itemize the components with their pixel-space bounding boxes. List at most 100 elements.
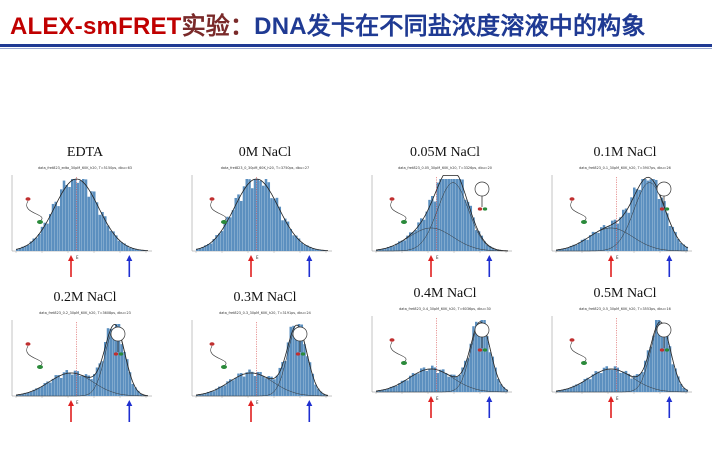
histogram-bar	[281, 220, 284, 251]
acceptor-dye-icon	[659, 207, 665, 211]
histogram-bar	[597, 232, 600, 251]
histogram-bar	[677, 238, 680, 251]
histogram-bar	[411, 373, 415, 392]
histogram-bar	[444, 372, 448, 392]
histogram-bar	[16, 249, 19, 251]
histogram-bar	[677, 376, 680, 392]
plot-subtitle: data_fret823_edta_30pM_60K_h20, T=5150ps…	[38, 166, 132, 170]
e-axis-label: E	[616, 255, 619, 260]
component-curve-high	[16, 327, 149, 397]
histogram-bar	[657, 320, 661, 392]
histogram-bar	[384, 389, 387, 392]
component-curve-low	[195, 372, 328, 397]
histogram-bar	[322, 250, 326, 251]
histogram-bar	[486, 244, 489, 251]
histogram-bar	[480, 235, 484, 251]
histogram-bar	[600, 373, 603, 392]
histogram-bar	[583, 238, 587, 251]
histogram-bar	[223, 385, 227, 396]
histogram-bar	[608, 369, 611, 392]
histogram-bar	[256, 371, 260, 396]
histogram-bar	[62, 372, 66, 396]
histogram-bar	[567, 388, 570, 392]
fret-panel-0-2m: 0.2M NaCl data_fret823_0.2_30pM_60K_h20, …	[0, 290, 170, 426]
histogram-bar	[411, 232, 415, 251]
histogram-bar	[204, 393, 207, 396]
dna-strand	[26, 200, 43, 222]
histogram-bar	[273, 198, 276, 251]
histogram-bar	[117, 324, 121, 396]
acceptor-dye-icon	[569, 197, 575, 201]
histogram-bar	[38, 388, 41, 396]
dna-cartoon	[389, 322, 490, 365]
histogram-plot: data_fret823_0.1_30pM_60K_h20, T=3907ps,…	[551, 166, 692, 277]
histogram-bar	[420, 368, 423, 392]
histogram-bar	[505, 389, 508, 392]
histogram-bar	[428, 199, 431, 251]
histogram-bar	[278, 206, 282, 251]
histogram-bar	[137, 390, 140, 396]
histogram-bar	[586, 239, 589, 251]
histogram-bar	[638, 189, 642, 251]
histogram-bar	[29, 241, 33, 251]
histogram-bar	[275, 197, 279, 251]
e-axis-label: E	[256, 400, 259, 405]
slide-title: ALEX-smFRET实验：DNA发卡在不同盐浓度溶液中的构象	[10, 6, 646, 41]
histogram-bar	[499, 384, 503, 392]
histogram-bar	[580, 239, 584, 251]
hairpin-loop-icon	[656, 181, 672, 197]
histogram-bar	[93, 191, 96, 251]
panel-title: 0.1M NaCl	[593, 145, 657, 160]
histogram-bar	[120, 242, 124, 251]
acceptor-dye-icon	[477, 207, 483, 211]
histogram-bar	[226, 381, 229, 396]
histogram-bar	[431, 365, 434, 392]
histogram-bar	[204, 245, 207, 251]
title-underline-thin	[0, 48, 712, 49]
histogram-bar	[455, 179, 459, 251]
histogram-bar	[218, 386, 221, 396]
histogram-bar	[292, 325, 295, 396]
histogram-plot: data_fret823_0.05_30pM_60K_h20, T=3326ps…	[371, 166, 512, 277]
dna-cartoon	[389, 181, 490, 224]
fret-panel-0-05m: 0.05M NaCl data_fret823_0.05_30pM_60K_h20…	[360, 145, 530, 281]
component-curve-low	[555, 368, 688, 393]
histogram-bar	[201, 394, 205, 396]
histogram-bar	[685, 389, 688, 392]
histogram-bar	[403, 240, 407, 251]
histogram-bar	[494, 249, 497, 251]
histogram-bar	[223, 222, 227, 251]
histogram-bar	[461, 367, 464, 392]
histogram-bar	[18, 394, 22, 396]
e-axis-label: E	[76, 400, 79, 405]
histogram-bar	[248, 179, 251, 251]
histogram-bar	[109, 230, 113, 251]
histogram-bar	[256, 179, 260, 251]
low-fret-arrowhead-icon	[68, 400, 74, 406]
histogram-bar	[198, 248, 202, 251]
histogram-bar	[101, 212, 104, 251]
histogram-bar	[267, 376, 271, 396]
histogram-bar	[242, 376, 246, 396]
histogram-bar	[137, 249, 140, 251]
histogram-bar	[668, 225, 672, 251]
histogram-bar	[450, 179, 453, 251]
histogram-bar	[638, 374, 642, 392]
histogram-bar	[267, 182, 271, 251]
histogram-bar	[414, 230, 418, 251]
histogram-bar	[142, 395, 146, 396]
panel-title: 0.2M NaCl	[53, 290, 117, 305]
histogram-bar	[378, 390, 382, 392]
donor-dye-icon	[37, 220, 43, 224]
dna-cartoon	[569, 322, 672, 365]
histogram-bar	[240, 200, 243, 251]
histogram-bar	[442, 179, 445, 251]
histogram-bar	[589, 379, 592, 392]
histogram-bar	[652, 179, 655, 251]
histogram-bar	[68, 186, 71, 251]
panel-title: 0M NaCl	[238, 145, 292, 160]
histogram-bar	[16, 394, 19, 396]
histogram-bar	[685, 246, 688, 251]
dna-cartoon	[569, 181, 672, 224]
histogram-bar	[488, 352, 492, 392]
